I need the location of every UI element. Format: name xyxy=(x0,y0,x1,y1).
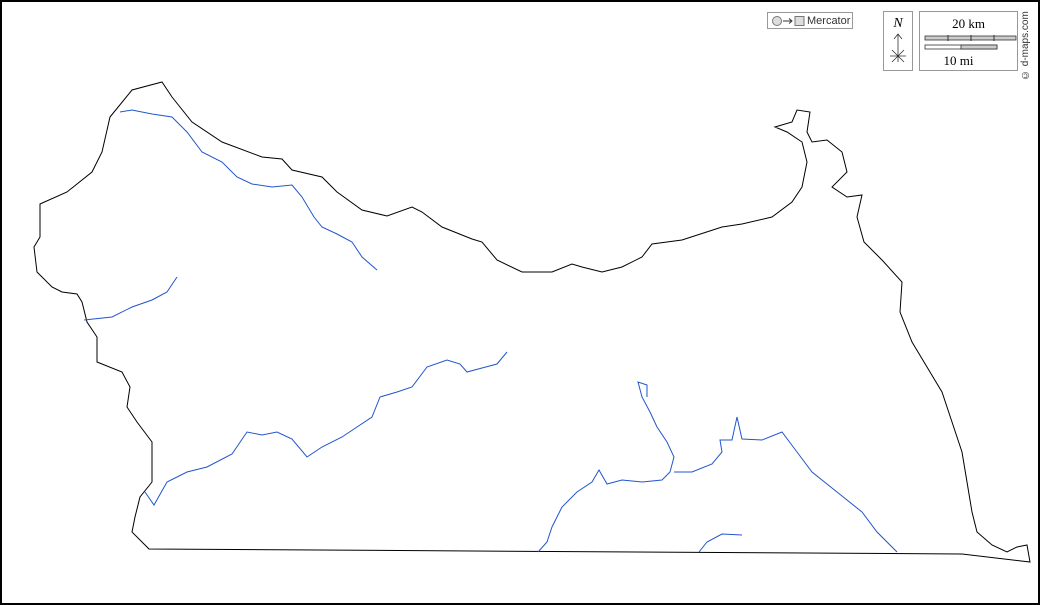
scale-km-label: 20 km xyxy=(952,16,985,31)
river xyxy=(674,416,898,553)
north-arrow: N xyxy=(883,11,913,71)
projection-badge: Mercator xyxy=(767,12,853,29)
region-border xyxy=(33,81,1031,563)
north-label: N xyxy=(893,16,903,31)
scale-bars xyxy=(924,35,1017,50)
projection-label: Mercator xyxy=(807,14,851,27)
credit-text: © d-maps.com xyxy=(1020,11,1031,80)
river xyxy=(537,381,675,553)
river xyxy=(119,109,378,271)
projection-icon xyxy=(772,15,805,26)
river xyxy=(144,351,508,506)
scale-mi-label: 10 mi xyxy=(943,53,974,68)
north-arrow-icon xyxy=(890,33,906,63)
river xyxy=(698,533,743,553)
scale-bar: 20 km 10 mi xyxy=(919,11,1018,71)
river xyxy=(83,276,178,321)
